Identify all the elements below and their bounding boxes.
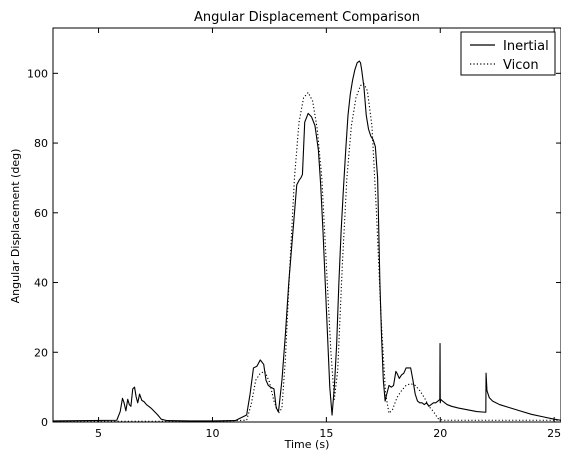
legend-box <box>460 31 556 76</box>
legend: Inertial Vicon <box>460 31 556 76</box>
y-tick-label: 100 <box>27 67 48 80</box>
y-tick-label: 0 <box>41 416 48 429</box>
x-tick-label: 20 <box>433 427 447 440</box>
y-tick-label: 80 <box>34 137 48 150</box>
x-tick-label: 25 <box>547 427 561 440</box>
plot-area <box>53 60 561 422</box>
x-axis-label: Time (s) <box>284 438 330 451</box>
x-tick-label: 15 <box>319 427 333 440</box>
axes: 5 10 15 20 25 0 20 40 60 80 100 <box>27 27 561 440</box>
y-tick-label: 60 <box>34 207 48 220</box>
y-tick-label: 40 <box>34 277 48 290</box>
y-axis-label: Angular Displacement (deg) <box>9 149 22 304</box>
x-tick-label: 5 <box>95 427 102 440</box>
plot-frame <box>52 27 561 423</box>
x-tick-label: 10 <box>205 427 219 440</box>
legend-label-inertial: Inertial <box>503 39 549 54</box>
series-line-inertial <box>53 60 561 422</box>
legend-label-vicon: Vicon <box>503 58 539 73</box>
chart-title: Angular Displacement Comparison <box>194 10 420 25</box>
y-tick-label: 20 <box>34 346 48 359</box>
